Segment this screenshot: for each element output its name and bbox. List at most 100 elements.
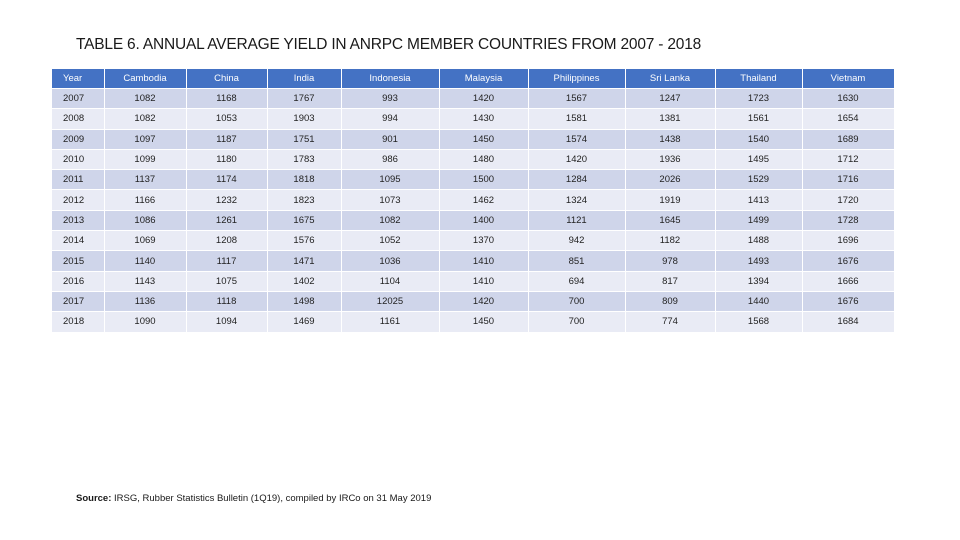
yield-cell: 1370 — [439, 230, 529, 251]
yield-cell: 1082 — [104, 87, 187, 109]
yield-cell: 1568 — [715, 311, 803, 332]
yield-cell: 1712 — [802, 148, 895, 170]
yield-cell: 851 — [528, 250, 626, 272]
yield-cell: 1440 — [715, 290, 803, 312]
yield-cell: 1450 — [439, 128, 529, 150]
yield-cell: 901 — [341, 128, 440, 150]
yield-cell: 1174 — [186, 169, 268, 190]
column-header: China — [186, 69, 268, 89]
yield-cell: 1450 — [439, 311, 529, 332]
year-cell: 2010 — [52, 148, 105, 170]
yield-cell: 1462 — [439, 189, 529, 211]
yield-cell: 1420 — [439, 87, 529, 109]
column-header: Sri Lanka — [625, 69, 716, 89]
yield-cell: 1654 — [802, 108, 895, 130]
table-row: 2011 1137 1174 1818 1095 1500 1284 2026 1529 1716 — [52, 169, 895, 190]
yield-cell: 1095 — [341, 169, 440, 190]
yield-cell: 1540 — [715, 128, 803, 150]
year-cell: 2018 — [52, 311, 105, 332]
yield-cell: 1696 — [802, 230, 895, 251]
yield-cell: 1121 — [528, 209, 626, 231]
table-row: 2017 1136 1118 1498 12025 1420 700 809 1440 1676 — [52, 290, 895, 312]
yield-cell: 1574 — [528, 128, 626, 150]
yield-table: Year Cambodia China India Indonesia Mala… — [52, 69, 895, 332]
yield-cell: 1495 — [715, 148, 803, 170]
table-row: 2012 1166 1232 1823 1073 1462 1324 1919 1413 1720 — [52, 189, 895, 211]
yield-cell: 1783 — [267, 148, 342, 170]
yield-cell: 993 — [341, 87, 440, 109]
yield-cell: 1493 — [715, 250, 803, 272]
yield-cell: 1716 — [802, 169, 895, 190]
yield-cell: 1767 — [267, 87, 342, 109]
yield-cell: 1420 — [528, 148, 626, 170]
yield-cell: 1684 — [802, 311, 895, 332]
yield-cell: 1630 — [802, 87, 895, 109]
yield-cell: 1069 — [104, 230, 187, 251]
yield-cell: 1099 — [104, 148, 187, 170]
yield-cell: 1394 — [715, 270, 803, 292]
yield-cell: 1720 — [802, 189, 895, 211]
year-cell: 2009 — [52, 128, 105, 150]
yield-cell: 1137 — [104, 169, 187, 190]
column-header: Cambodia — [104, 69, 187, 89]
yield-cell: 1232 — [186, 189, 268, 211]
yield-cell: 1675 — [267, 209, 342, 231]
yield-cell: 700 — [528, 290, 626, 312]
yield-cell: 1097 — [104, 128, 187, 150]
yield-cell: 1381 — [625, 108, 716, 130]
yield-cell: 1430 — [439, 108, 529, 130]
yield-cell: 809 — [625, 290, 716, 312]
yield-cell: 1645 — [625, 209, 716, 231]
source-text: IRSG, Rubber Statistics Bulletin (1Q19),… — [111, 493, 432, 504]
yield-cell: 774 — [625, 311, 716, 332]
yield-cell: 978 — [625, 250, 716, 272]
yield-cell: 817 — [625, 270, 716, 292]
yield-cell: 1118 — [186, 290, 268, 312]
table-row: 2018 1090 1094 1469 1161 1450 700 774 1568 1684 — [52, 311, 895, 332]
yield-cell: 700 — [528, 311, 626, 332]
column-header: Philippines — [528, 69, 626, 89]
yield-cell: 1053 — [186, 108, 268, 130]
yield-cell: 1480 — [439, 148, 529, 170]
yield-cell: 1471 — [267, 250, 342, 272]
yield-cell: 1090 — [104, 311, 187, 332]
yield-cell: 1073 — [341, 189, 440, 211]
table-row: 2010 1099 1180 1783 986 1480 1420 1936 1495 1712 — [52, 148, 895, 170]
year-cell: 2008 — [52, 108, 105, 130]
table-header-row: Year Cambodia China India Indonesia Mala… — [52, 69, 895, 89]
yield-cell: 1529 — [715, 169, 803, 190]
table-row: 2016 1143 1075 1402 1104 1410 694 817 1394 1666 — [52, 270, 895, 292]
yield-cell: 1324 — [528, 189, 626, 211]
year-cell: 2014 — [52, 230, 105, 251]
yield-cell: 1161 — [341, 311, 440, 332]
yield-cell: 1117 — [186, 250, 268, 272]
yield-cell: 12025 — [341, 290, 440, 312]
yield-cell: 1182 — [625, 230, 716, 251]
yield-cell: 1180 — [186, 148, 268, 170]
yield-cell: 1751 — [267, 128, 342, 150]
yield-cell: 1438 — [625, 128, 716, 150]
table-row: 2014 1069 1208 1576 1052 1370 942 1182 1488 1696 — [52, 230, 895, 251]
yield-cell: 1936 — [625, 148, 716, 170]
yield-cell: 1140 — [104, 250, 187, 272]
yield-cell: 1143 — [104, 270, 187, 292]
yield-cell: 1410 — [439, 270, 529, 292]
yield-cell: 1567 — [528, 87, 626, 109]
yield-cell: 1581 — [528, 108, 626, 130]
yield-cell: 994 — [341, 108, 440, 130]
table-row: 2007 1082 1168 1767 993 1420 1567 1247 1723 1630 — [52, 87, 895, 109]
yield-cell: 1261 — [186, 209, 268, 231]
yield-cell: 1919 — [625, 189, 716, 211]
yield-cell: 1136 — [104, 290, 187, 312]
yield-cell: 1723 — [715, 87, 803, 109]
yield-cell: 986 — [341, 148, 440, 170]
source-note: Source: IRSG, Rubber Statistics Bulletin… — [76, 493, 431, 504]
column-header: Indonesia — [341, 69, 440, 89]
year-cell: 2007 — [52, 87, 105, 109]
year-cell: 2012 — [52, 189, 105, 211]
source-label: Source: — [76, 493, 112, 504]
yield-cell: 1247 — [625, 87, 716, 109]
yield-cell: 1082 — [104, 108, 187, 130]
yield-cell: 1187 — [186, 128, 268, 150]
yield-cell: 1689 — [802, 128, 895, 150]
